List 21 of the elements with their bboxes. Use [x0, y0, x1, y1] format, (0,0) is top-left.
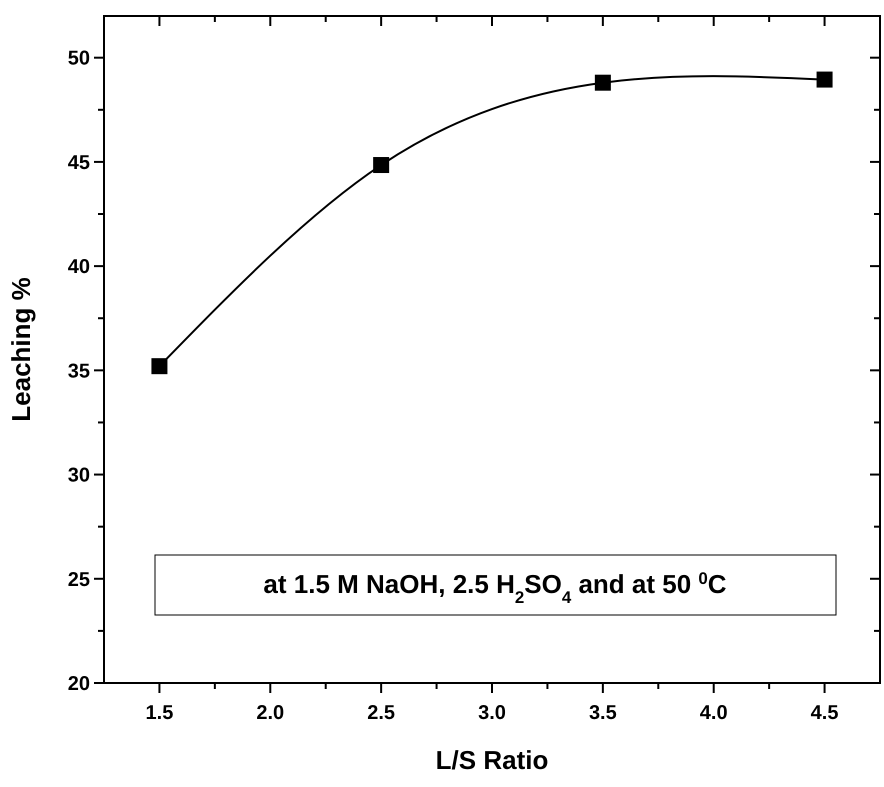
- y-tick-label: 35: [68, 360, 90, 382]
- y-tick-label: 25: [68, 568, 90, 591]
- x-tick-label: 3.0: [478, 702, 506, 724]
- x-tick-label: 4.0: [700, 702, 728, 724]
- y-tick-label: 30: [68, 464, 90, 487]
- point: [151, 358, 168, 374]
- x-tick-label: 1.5: [146, 702, 174, 724]
- x-axis-title: L/S Ratio: [436, 745, 548, 775]
- y-tick-label: 40: [68, 256, 90, 278]
- annotation: at 1.5 M NaOH, 2.5 H$_{2}$SO$_{4}$ and at 50 $^{0}$C: [263, 568, 727, 606]
- y-tick-label: 45: [68, 152, 90, 174]
- y-tick-label: 50: [68, 48, 90, 70]
- y-tick-label: 20: [68, 673, 90, 695]
- x-tick-label: 4.5: [810, 702, 838, 724]
- y-axis-title: Leaching %: [6, 277, 36, 422]
- point: [594, 74, 611, 91]
- x-tick-label: 2.5: [367, 702, 396, 724]
- x-tick-label: 2.0: [256, 702, 284, 724]
- point: [816, 72, 833, 88]
- x-tick-label: 3.5: [588, 702, 617, 724]
- point: [373, 157, 390, 174]
